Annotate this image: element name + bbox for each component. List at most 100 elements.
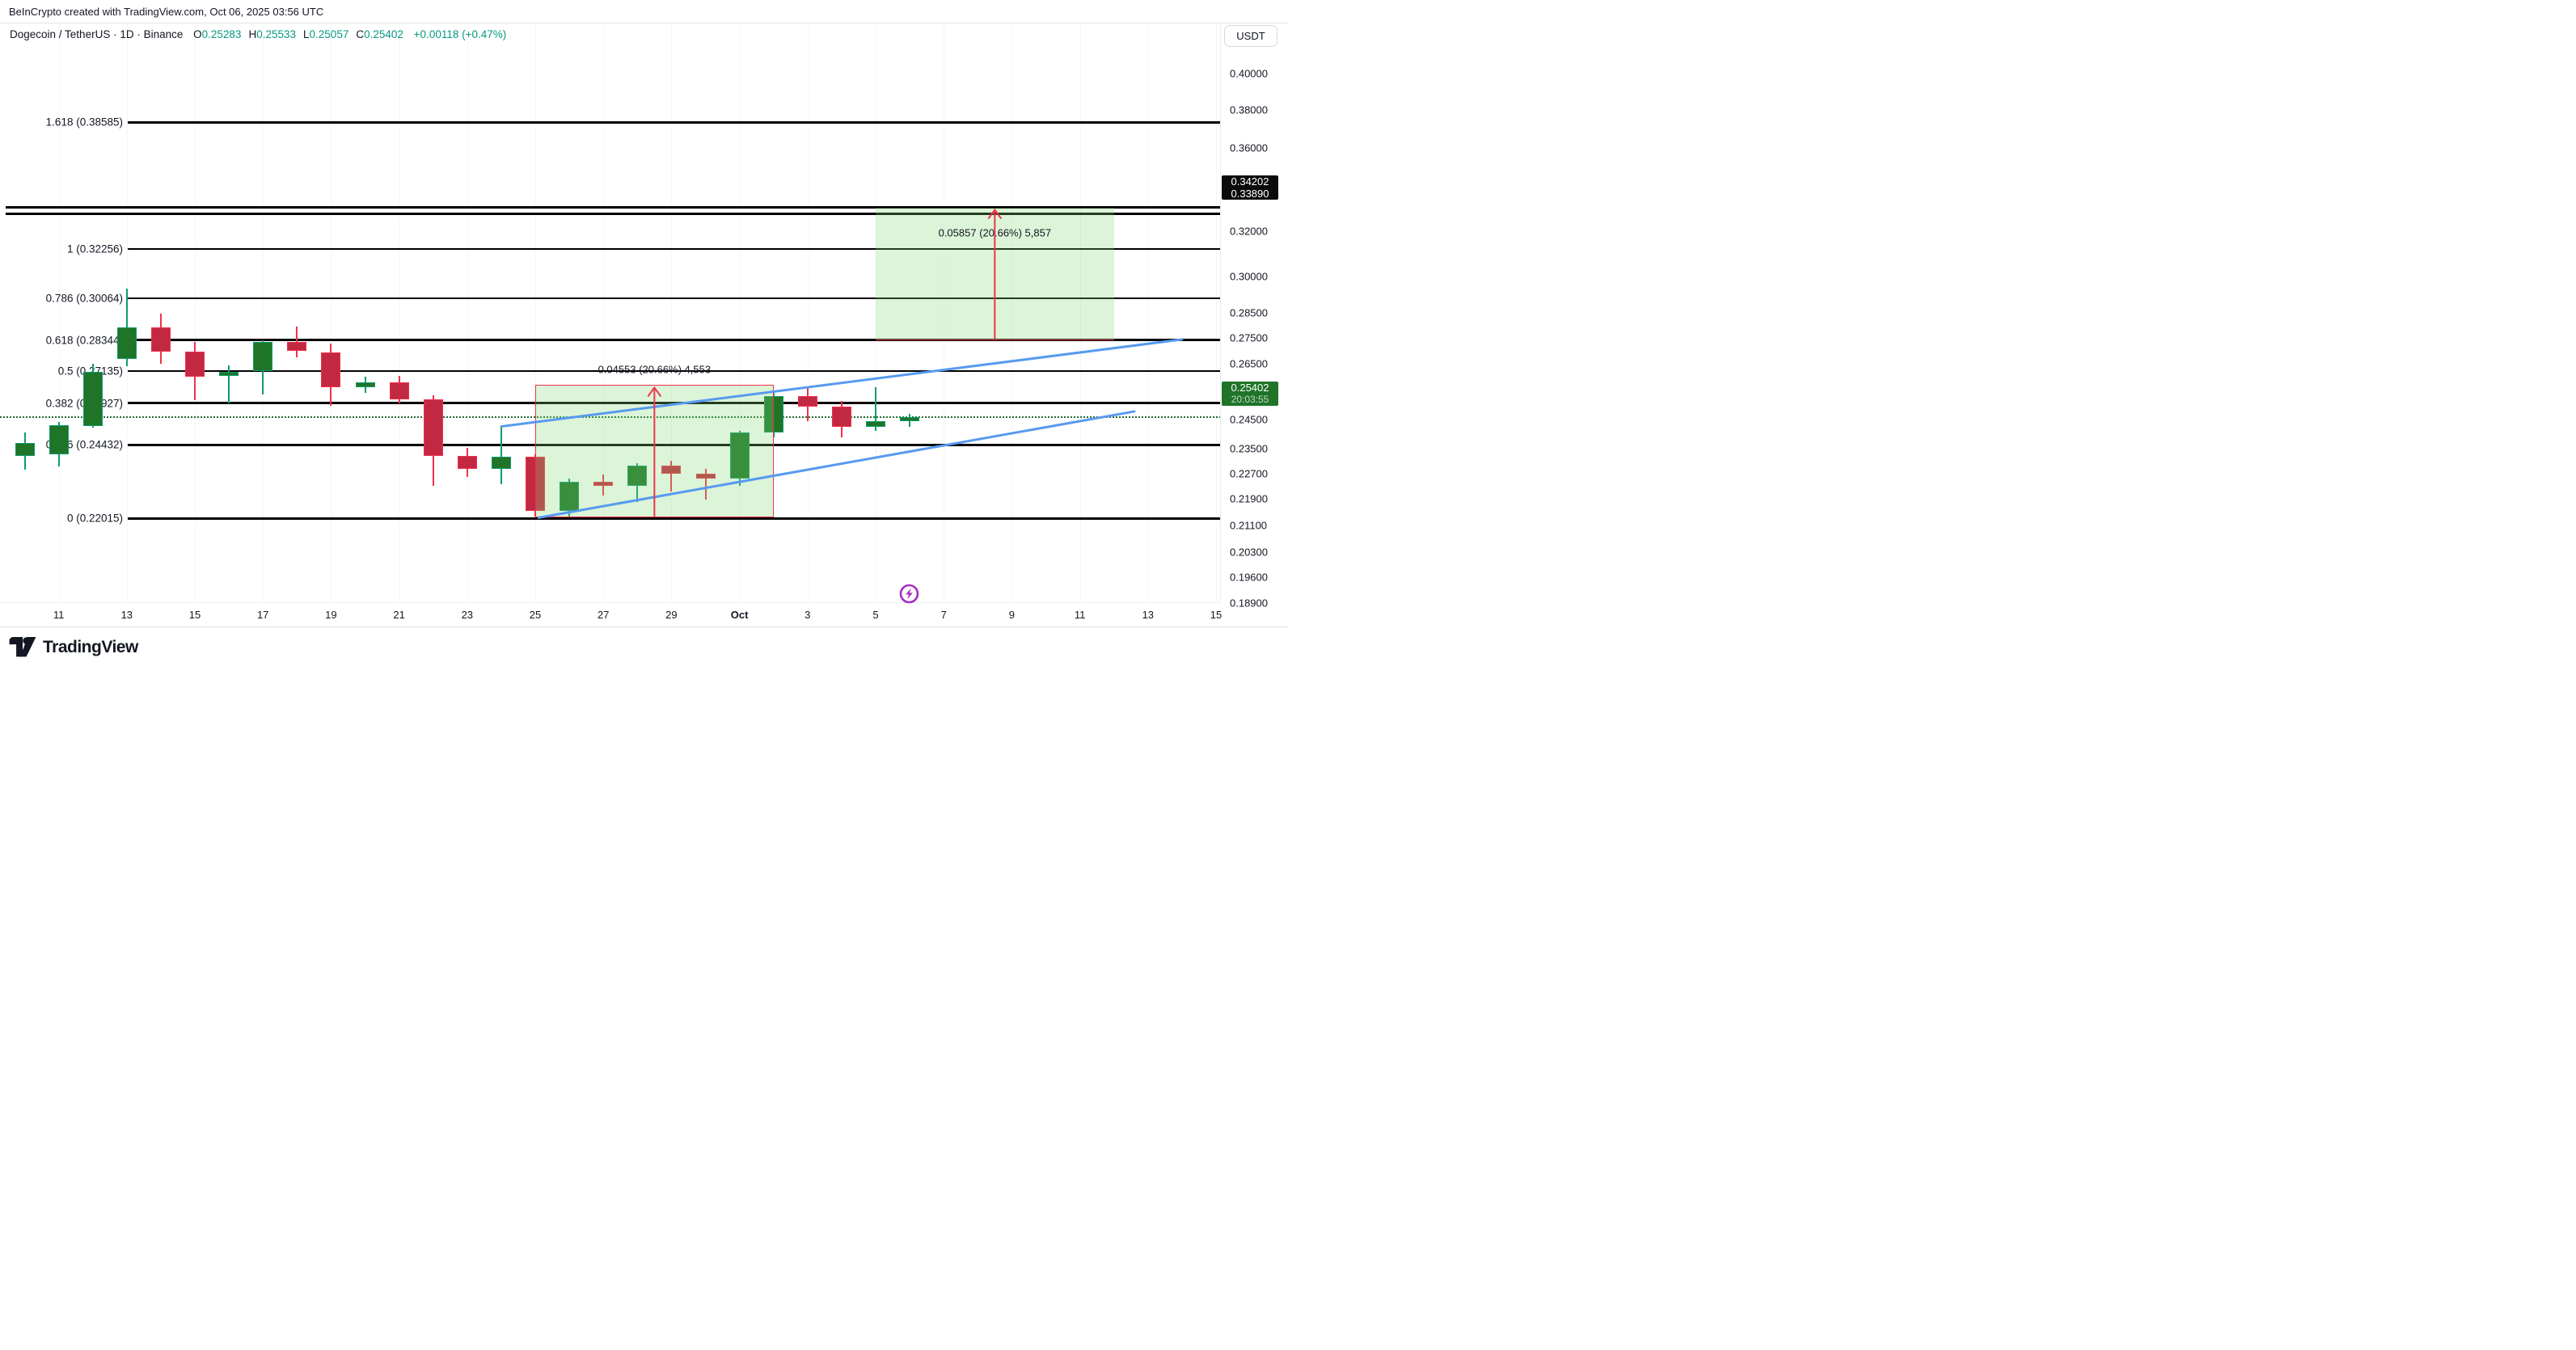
symbol-title[interactable]: Dogecoin / TetherUS · 1D · Binance (10, 28, 184, 40)
time-tick-label: 7 (940, 609, 947, 621)
candle-sep-18[interactable] (287, 341, 307, 352)
vertical-gridline (1147, 23, 1149, 603)
candle-sep-16[interactable] (219, 371, 239, 376)
chart-plot-area[interactable]: 1.618 (0.38585) 1 (0.32256) 0.786 (0.30064… (0, 23, 1221, 603)
candle-sep-20[interactable] (355, 382, 375, 388)
fib-level-label: 0.786 (0.30064) (45, 292, 123, 305)
fib-level-line[interactable] (128, 297, 1221, 300)
price-tick-label: 0.36000 (1230, 141, 1268, 154)
time-tick-label: 11 (53, 609, 65, 621)
candle-oct-5[interactable] (866, 421, 885, 428)
candle-sep-24[interactable] (491, 456, 511, 469)
ohlc-value: 0.25533 (256, 28, 297, 40)
vertical-gridline (739, 23, 741, 603)
time-axis[interactable]: 11 13 15 17 19 21 23 25 27 29 Oct 3 5 7 9 11 13 15 (0, 603, 1288, 626)
time-tick-label: 15 (1210, 609, 1223, 621)
fib-level-label: 0 (0.22015) (66, 512, 123, 525)
symbol-header: Dogecoin / TetherUS · 1D · Binance O0.25… (10, 28, 506, 40)
time-tick-label: 13 (120, 609, 133, 621)
vertical-gridline (671, 23, 673, 603)
price-tick-label: 0.21100 (1230, 519, 1268, 531)
price-axis-separator (1220, 23, 1221, 603)
candle-sep-10[interactable] (15, 443, 35, 456)
tradingview-mark-icon (9, 637, 36, 657)
time-tick-label: 25 (529, 609, 542, 621)
tradingview-logo-text: TradingView (43, 637, 138, 656)
vertical-gridline (1079, 23, 1081, 603)
fib-level-label: 1 (0.32256) (66, 243, 123, 255)
measured-move-label: 0.05857 (20.66%) 5,857 (938, 226, 1052, 239)
time-axis-top-line (0, 602, 1221, 603)
time-tick-label: Oct (730, 609, 749, 621)
vertical-gridline (467, 23, 468, 603)
time-tick-label: 11 (1074, 609, 1086, 621)
candle-sep-14[interactable] (150, 327, 171, 352)
tradingview-logo[interactable]: TradingView (9, 637, 138, 657)
currency-toggle-button[interactable]: USDT (1224, 25, 1277, 47)
extension-price-badge-value: 0.33890 (1231, 187, 1269, 200)
time-tick-label: 29 (665, 609, 678, 621)
extension-price-badges: 0.34202 0.33890 (1222, 175, 1278, 200)
candle-sep-21[interactable] (389, 382, 409, 399)
price-axis[interactable]: 0.40000 0.38000 0.36000 0.32000 0.30000 0.285… (1221, 23, 1288, 609)
vertical-gridline (58, 23, 60, 603)
ohlc-value: 0.25402 (364, 28, 403, 40)
time-tick-label: 9 (1008, 609, 1016, 621)
candle-sep-17[interactable] (253, 341, 273, 372)
vertical-gridline (535, 23, 536, 603)
candle-sep-22[interactable] (423, 399, 443, 456)
measured-move-box[interactable] (535, 385, 774, 518)
ohlc-value: 0.25057 (309, 28, 349, 40)
vertical-gridline (399, 23, 400, 603)
time-tick-label: 5 (872, 609, 879, 621)
price-tick-label: 0.38000 (1230, 103, 1268, 116)
candle-wick (125, 288, 128, 366)
price-tick-label: 0.28500 (1230, 306, 1268, 319)
candle-sep-11[interactable] (49, 425, 69, 455)
candle-sep-12[interactable] (82, 371, 103, 427)
candle-wick (500, 426, 502, 484)
candle-oct-6[interactable] (900, 417, 920, 421)
time-tick-label: 27 (597, 609, 610, 621)
time-tick-label: 13 (1142, 609, 1155, 621)
candle-sep-13[interactable] (116, 327, 137, 359)
vertical-gridline (807, 23, 809, 603)
footer-separator (0, 626, 1288, 627)
candle-wick (228, 365, 230, 404)
fib-level-label: 0.618 (0.28344) (45, 334, 123, 347)
fib-level-line[interactable] (128, 247, 1221, 250)
tradingview-chart-window: BeInCrypto created with TradingView.com,… (0, 0, 1288, 675)
vertical-gridline (331, 23, 332, 603)
candle-sep-15[interactable] (185, 352, 205, 378)
extension-line[interactable] (6, 213, 1221, 215)
fib-level-line[interactable] (128, 121, 1221, 124)
candle-sep-23[interactable] (457, 455, 477, 469)
time-tick-label: 23 (461, 609, 474, 621)
ohlc-label: H (248, 28, 257, 40)
price-tick-label: 0.18900 (1230, 597, 1268, 610)
fib-level-line[interactable] (128, 517, 1221, 520)
ohlc-label: C (356, 28, 365, 40)
price-tick-label: 0.20300 (1230, 546, 1268, 559)
vertical-gridline (603, 23, 605, 603)
measured-move-label: 0.04553 (20.66%) 4,553 (598, 363, 712, 376)
fib-level-label: 1.618 (0.38585) (45, 116, 123, 129)
time-tick-label: 17 (256, 609, 269, 621)
time-tick-label: 15 (188, 609, 201, 621)
price-tick-label: 0.32000 (1230, 225, 1268, 238)
extension-line[interactable] (6, 206, 1221, 209)
ohlc-label: O (193, 28, 202, 40)
boost-lightning-icon[interactable] (899, 584, 919, 604)
vertical-gridline (263, 23, 264, 603)
change-value: +0.00118 (+0.47%) (413, 28, 507, 40)
price-tick-label: 0.27500 (1230, 331, 1268, 344)
ohlc-value: 0.25283 (201, 28, 242, 40)
candle-oct-3[interactable] (797, 396, 817, 407)
time-tick-label: 19 (325, 609, 337, 621)
ohlc-values: O0.25283 H0.25533 L0.25057 C0.25402 (193, 28, 411, 40)
price-tick-label: 0.21900 (1230, 492, 1268, 505)
price-tick-label: 0.26500 (1230, 357, 1268, 370)
candle-oct-4[interactable] (831, 406, 851, 428)
candle-sep-19[interactable] (321, 352, 341, 388)
price-tick-label: 0.24500 (1230, 413, 1268, 426)
